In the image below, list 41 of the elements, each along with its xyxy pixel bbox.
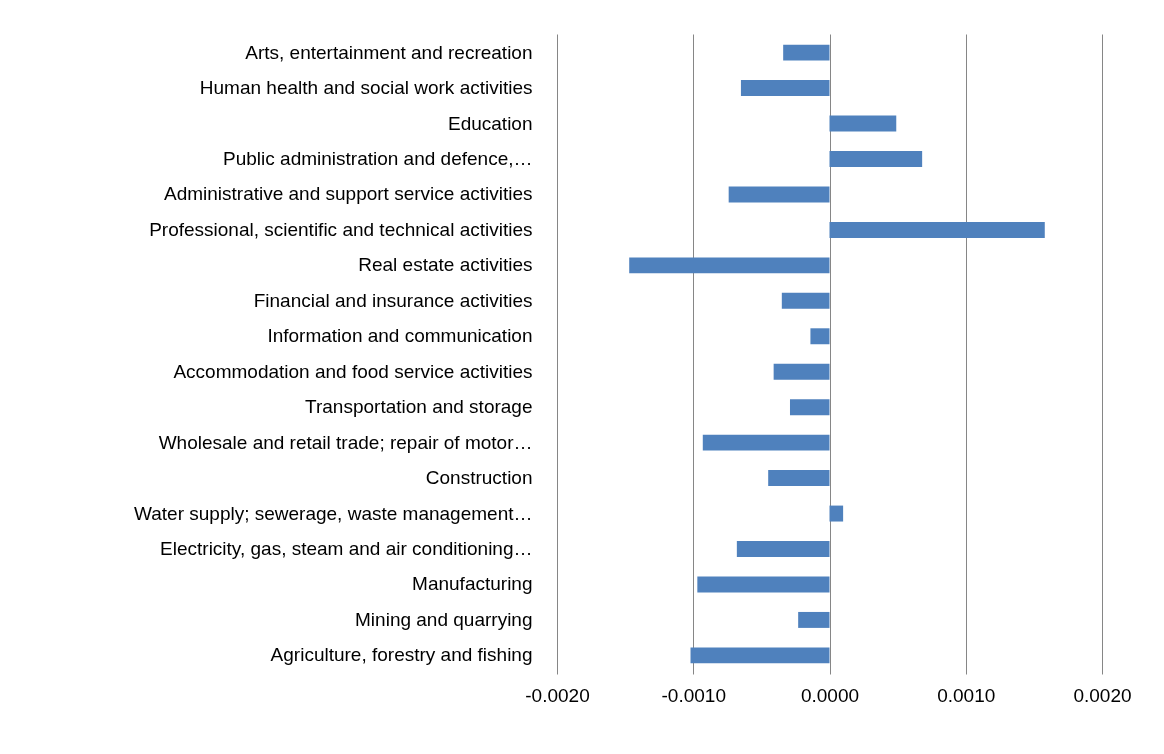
bar (789, 399, 830, 416)
y-tick-label: Real estate activities (358, 254, 533, 276)
y-tick-label: Financial and insurance activities (253, 289, 533, 311)
bar (798, 611, 830, 628)
y-tick-label: Public administration and defence,… (223, 147, 533, 169)
x-tick-label: 0.0000 (800, 684, 860, 706)
bar (829, 221, 1045, 238)
y-tick-label: Electricity, gas, steam and air conditioning… (160, 538, 533, 560)
x-tick-label: -0.0010 (661, 684, 726, 706)
bar (829, 505, 844, 522)
x-tick-label: 0.0010 (937, 684, 996, 706)
bar (829, 151, 923, 167)
bar (629, 257, 830, 274)
y-tick-label: Manufacturing (412, 573, 533, 595)
bar (728, 186, 830, 203)
y-tick-label: Water supply; sewerage, waste management… (134, 502, 533, 524)
y-tick-label: Information and communication (267, 325, 533, 347)
bar (829, 115, 897, 132)
y-tick-label: Human health and social work activities (199, 77, 533, 99)
y-tick-label: Wholesale and retail trade; repair of motor… (158, 431, 533, 453)
bar (740, 80, 830, 97)
y-tick-label: Agriculture, forestry and fishing (270, 644, 533, 666)
y-tick-label: Administrative and support service activities (163, 183, 533, 205)
bar (736, 541, 830, 557)
bar (810, 328, 830, 345)
bar (783, 44, 830, 61)
y-tick-label: Education (447, 112, 533, 134)
bar (697, 576, 830, 593)
bar (773, 363, 830, 380)
y-tick-label: Arts, entertainment and recreation (245, 41, 533, 63)
x-tick-label: 0.0020 (1073, 684, 1132, 706)
bar (781, 292, 830, 309)
bar (768, 470, 830, 487)
y-tick-label: Construction (425, 467, 533, 489)
bar (690, 647, 830, 664)
y-tick-label: Mining and quarrying (355, 608, 533, 630)
y-tick-label: Accommodation and food service activities (173, 360, 533, 382)
y-tick-label: Transportation and storage (305, 396, 533, 418)
x-tick-label: -0.0020 (525, 684, 590, 706)
y-tick-label: Professional, scientific and technical activities (149, 218, 533, 240)
bar (702, 434, 830, 451)
